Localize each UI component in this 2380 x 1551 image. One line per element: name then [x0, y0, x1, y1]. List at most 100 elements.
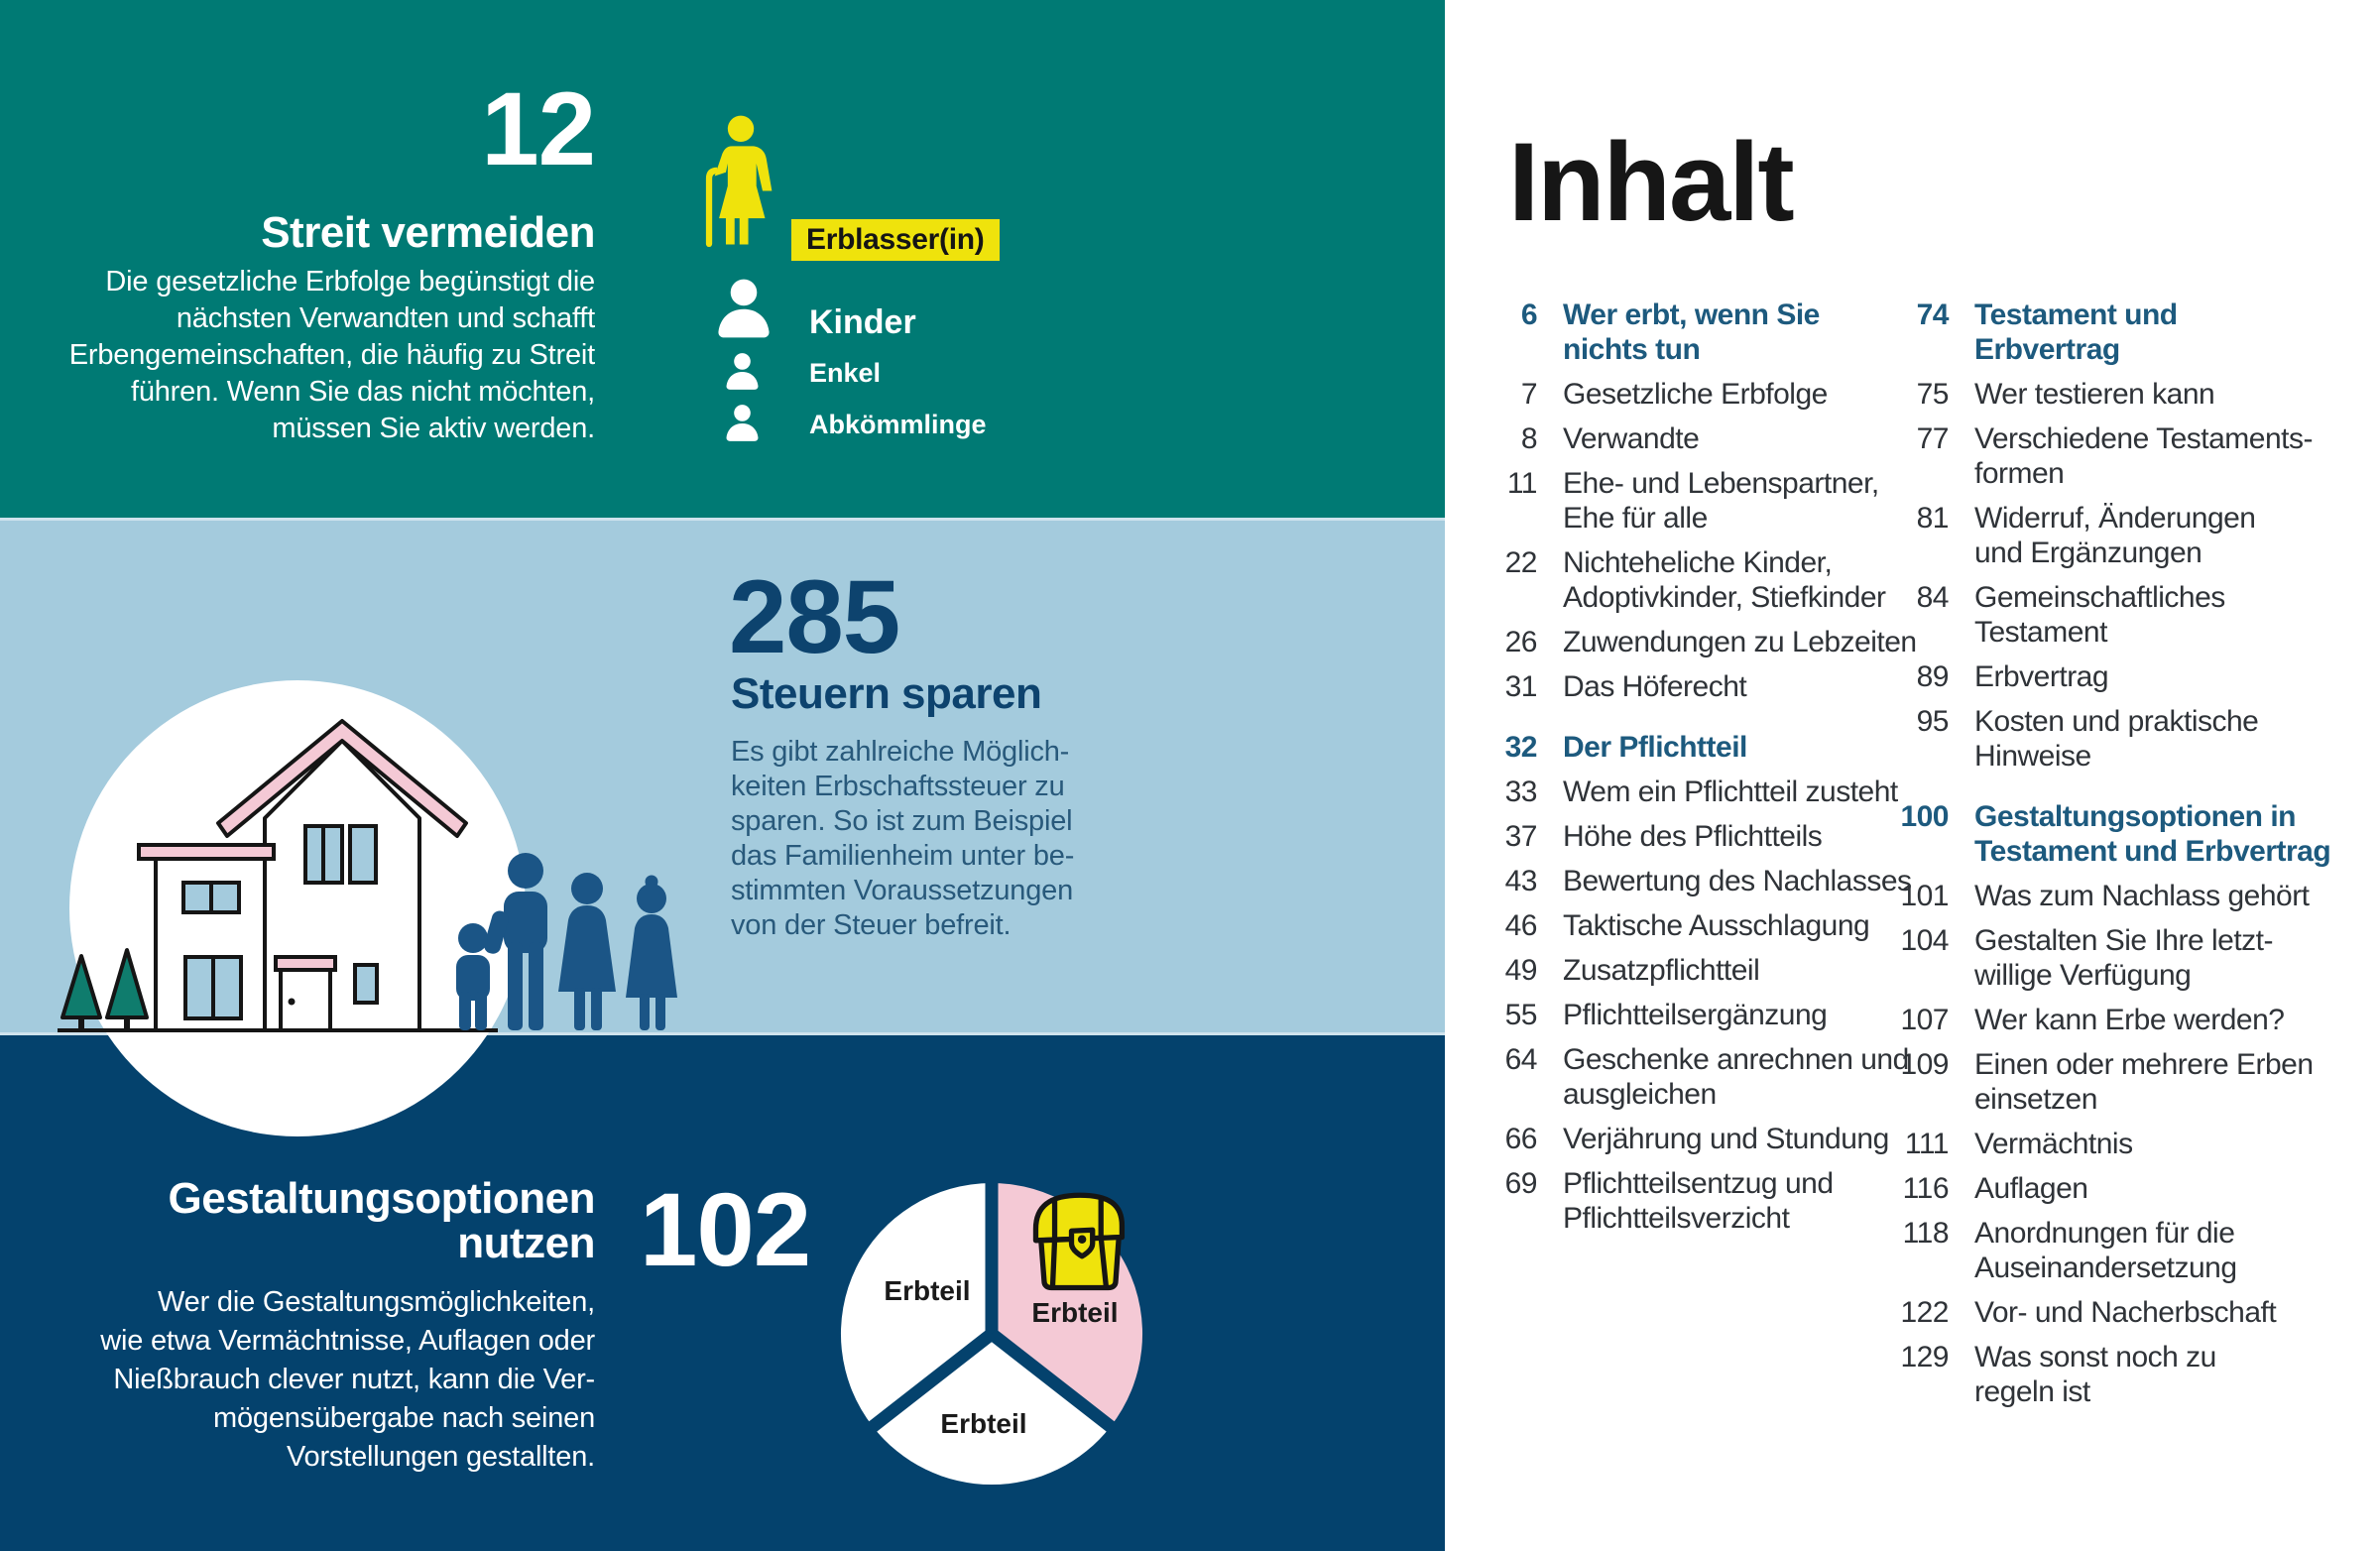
panel-text-steuern: Es gibt zahlreiche Möglich- keiten Erbsc… [731, 736, 1075, 941]
toc-entry-title: Bewertung des Nachlasses [1563, 865, 1912, 897]
toc-entry-title: Gemeinschaftliches Testament [1974, 581, 2225, 649]
toc-item: 95 Kosten und praktische Hinweise [1887, 704, 2380, 774]
toc-page-number: 118 [1902, 1217, 1950, 1250]
toc-page-number: 95 [1916, 705, 1950, 738]
toc-entry-title: Ehe- und Lebenspartner, Ehe für alle [1563, 467, 1879, 535]
infographic-page: 12 Streit vermeiden Die gesetzliche Erbf… [0, 0, 1445, 1551]
toc-entry-title: Verjährung und Stundung [1563, 1123, 1889, 1155]
legend-label-kinder: Kinder [809, 303, 916, 341]
toc-item: 107 Wer kann Erbe werden? [1887, 1003, 2380, 1037]
toc-entry-title: Gestaltungsoptionen in Testament und Erb… [1974, 800, 2331, 868]
toc-page-number: 109 [1900, 1048, 1949, 1081]
toc-section: 6 Wer erbt, wenn Sie nichts tun 7 Gesetzlic… [1476, 298, 1971, 704]
toc-entry-title: Taktische Ausschlagung [1563, 909, 1870, 942]
toc-section-heading: 100 Gestaltungsoptionen in Testament und … [1887, 799, 2380, 869]
pie-slice-bottom [873, 1334, 1111, 1486]
toc-entry-title: Zuwendungen zu Lebzeiten [1563, 626, 1917, 658]
toc-item: 33 Wem ein Pflichtteil zusteht [1476, 775, 1971, 809]
toc-page-number: 89 [1916, 660, 1950, 693]
toc-item: 22 Nichteheliche Kinder, Adoptivkinder, S… [1476, 545, 1971, 615]
house-icon [137, 719, 468, 1032]
toc-page-number: 116 [1902, 1172, 1950, 1205]
toc-item: 118 Anordnungen für die Auseinandersetzun… [1887, 1216, 2380, 1285]
toc-page-number: 6 [1520, 298, 1538, 331]
toc-page-number: 8 [1520, 422, 1538, 455]
toc-entry-title: Pflichtteilsentzug und Pflichtteilsverzi… [1563, 1167, 1834, 1235]
toc-entry-title: Was zum Nachlass gehört [1974, 880, 2310, 912]
toc-column: 74 Testament und Erbvertrag 75 Wer testiere… [1887, 298, 2380, 1419]
toc-item: 43 Bewertung des Nachlasses [1476, 864, 1971, 898]
toc-page-number: 100 [1900, 800, 1949, 833]
toc-section-heading: 6 Wer erbt, wenn Sie nichts tun [1476, 298, 1971, 367]
toc-page: Inhalt 6 Wer erbt, wenn Sie nichts tun 7 Ge… [1445, 0, 2380, 1551]
toc-item: 104 Gestalten Sie Ihre letzt- willige Ver… [1887, 923, 2380, 993]
legend-label-abkoemmlinge: Abkömmlinge [809, 410, 987, 439]
toc-entry-title: Wem ein Pflichtteil zusteht [1563, 776, 1898, 808]
toc-page-number: 66 [1504, 1123, 1538, 1155]
pie-label-erbteil: Erbteil [1031, 1297, 1118, 1328]
toc-item: 77 Verschiedene Testaments- formen [1887, 421, 2380, 491]
toc-page-number: 22 [1504, 546, 1538, 579]
toc-entry-title: Testament und Erbvertrag [1974, 298, 2178, 366]
toc-item: 122 Vor- und Nacherbschaft [1887, 1295, 2380, 1330]
page-title: Inhalt [1508, 120, 1795, 244]
toc-item: 84 Gemeinschaftliches Testament [1887, 580, 2380, 650]
toc-entry-title: Vermächtnis [1974, 1128, 2133, 1160]
toc-page-number: 64 [1504, 1043, 1538, 1076]
toc-section: 100 Gestaltungsoptionen in Testament und … [1887, 799, 2380, 1409]
panel-text-streit: Die gesetzliche Erbfolge begünstigt die … [68, 266, 595, 444]
toc-item: 55 Pflichtteilsergänzung [1476, 998, 1971, 1032]
toc-page-number: 55 [1504, 999, 1538, 1031]
toc-item: 31 Das Höferecht [1476, 669, 1971, 704]
toc-item: 7 Gesetzliche Erbfolge [1476, 377, 1971, 412]
toc-section: 74 Testament und Erbvertrag 75 Wer testiere… [1887, 298, 2380, 774]
erbteil-pie-chart: Erbteil Erbteil Erbteil [840, 1179, 1143, 1486]
toc-entry-title: Wer erbt, wenn Sie nichts tun [1563, 298, 1820, 366]
toc-item: 89 Erbvertrag [1887, 659, 2380, 694]
toc-entry-title: Höhe des Pflichtteils [1563, 820, 1823, 853]
panel-title-streit-vermeiden: Streit vermeiden [261, 208, 595, 257]
toc-entry-title: Verwandte [1563, 422, 1700, 455]
person-bust-icon [726, 353, 759, 390]
treasure-chest-icon [1032, 1192, 1126, 1291]
toc-page-number: 26 [1504, 626, 1538, 658]
toc-page-number: 69 [1504, 1167, 1538, 1200]
toc-page-number: 43 [1504, 865, 1538, 897]
toc-item: 101 Was zum Nachlass gehört [1887, 879, 2380, 913]
toc-item: 46 Taktische Ausschlagung [1476, 908, 1971, 943]
toc-item: 64 Geschenke anrechnen und ausgleichen [1476, 1042, 1971, 1112]
toc-entry-title: Was sonst noch zu regeln ist [1974, 1341, 2216, 1408]
family-icon [456, 853, 677, 1030]
toc-page-number: 104 [1900, 924, 1949, 957]
panel-title-gestaltungsoptionen: Gestaltungsoptionen nutzen [168, 1174, 596, 1267]
toc-page-number: 74 [1916, 298, 1950, 331]
toc-entry-title: Erbvertrag [1974, 660, 2109, 693]
toc-page-number: 7 [1520, 378, 1538, 411]
toc-entry-title: Wer testieren kann [1974, 378, 2215, 411]
toc-section-heading: 32 Der Pflichtteil [1476, 730, 1971, 765]
toc-page-number: 31 [1504, 670, 1538, 703]
toc-entry-title: Einen oder mehrere Erben einsetzen [1974, 1048, 2314, 1116]
toc-page-number: 49 [1504, 954, 1538, 987]
toc-item: 66 Verjährung und Stundung [1476, 1122, 1971, 1156]
legend-label-enkel: Enkel [809, 358, 882, 388]
toc-item: 26 Zuwendungen zu Lebzeiten [1476, 625, 1971, 659]
person-bust-icon [726, 405, 759, 441]
toc-entry-title: Wer kann Erbe werden? [1974, 1004, 2285, 1036]
panel-text-gestaltung: Wer die Gestaltungsmöglichkeiten, wie et… [100, 1286, 595, 1473]
toc-item: 11 Ehe- und Lebenspartner, Ehe für alle [1476, 466, 1971, 536]
panel-title-steuern-sparen: Steuern sparen [731, 669, 1042, 718]
toc-item: 37 Höhe des Pflichtteils [1476, 819, 1971, 854]
pie-slice-left [840, 1183, 992, 1427]
toc-entry-title: Verschiedene Testaments- formen [1974, 422, 2313, 490]
toc-entry-title: Kosten und praktische Hinweise [1974, 705, 2259, 773]
chapter-number-12: 12 [481, 71, 596, 187]
toc-page-number: 111 [1904, 1128, 1950, 1160]
toc-entry-title: Der Pflichtteil [1563, 731, 1747, 764]
toc-item: 75 Wer testieren kann [1887, 377, 2380, 412]
pie-label-erbteil: Erbteil [940, 1408, 1026, 1439]
tree-icon [60, 948, 149, 1030]
toc-entry-title: Nichteheliche Kinder, Adoptivkinder, Sti… [1563, 546, 1886, 614]
toc-page-number: 122 [1900, 1296, 1949, 1329]
